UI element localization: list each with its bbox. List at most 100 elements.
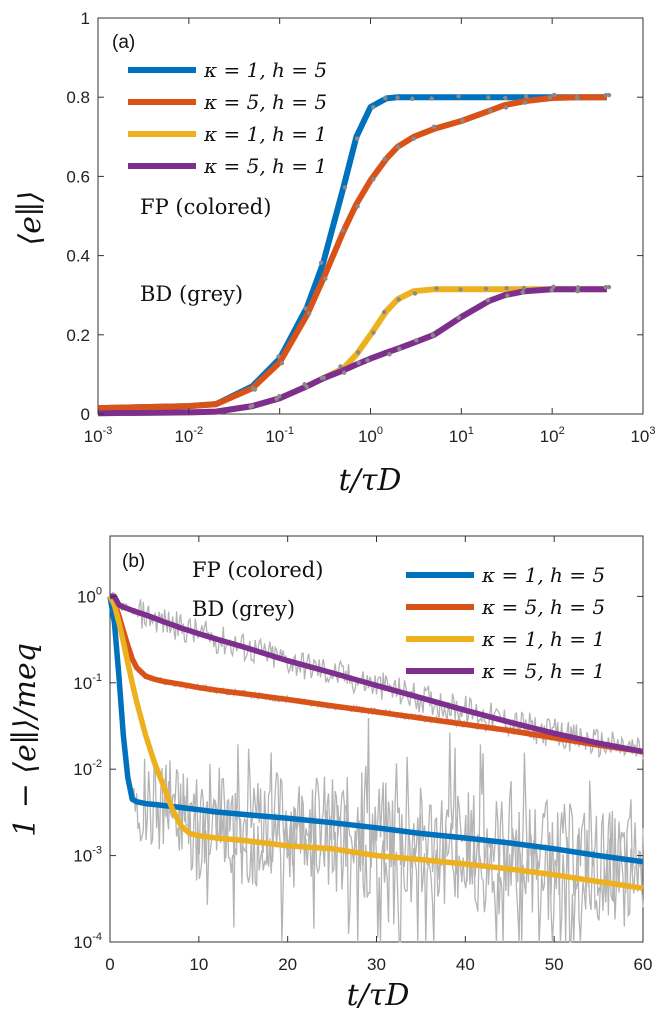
annotation-fp-b: FP (colored) <box>192 558 323 582</box>
legend-label-b: κ = 1, h = 5 <box>481 563 605 587</box>
ytick-label-b: 10-1 <box>73 672 102 693</box>
bd-marker-a <box>551 92 557 98</box>
fp-lines-a <box>97 92 612 417</box>
bd-marker-a <box>547 95 553 100</box>
legend-label-a: κ = 5, h = 1 <box>203 154 327 178</box>
ytick-label-b: 10-4 <box>73 931 102 952</box>
bd-marker-a <box>522 100 528 105</box>
bd-marker-a <box>252 387 258 392</box>
bd-marker-a <box>323 276 328 281</box>
bd-marker-a <box>505 293 510 298</box>
ytick-label-a: 0.8 <box>66 88 90 107</box>
bd-marker-a <box>340 228 345 233</box>
bd-markers-a <box>248 92 612 409</box>
ytick-label-a: 0.4 <box>66 247 90 266</box>
bd-marker-a <box>520 289 525 295</box>
bd-marker-a <box>603 92 609 98</box>
xtick-label-a: 10-3 <box>84 425 113 446</box>
annotation-bd-b: BD (grey) <box>192 597 295 621</box>
bd-marker-a <box>354 136 360 141</box>
annotation-bd-a: BD (grey) <box>140 282 243 306</box>
ytick-label-a: 0 <box>81 405 90 424</box>
fp-line-a <box>97 286 607 417</box>
bd-marker-a <box>250 403 255 409</box>
bd-marker-a <box>365 358 370 363</box>
ticks-a: 10-3 10-2 10-1 100 101 102 103 0 0.2 0.4 0.6 0.8 1 <box>66 9 655 446</box>
xtick-label-a: 101 <box>449 425 474 446</box>
ytick-label-b: 100 <box>77 585 102 606</box>
bd-marker-a <box>382 156 387 162</box>
bd-marker-a <box>434 286 439 291</box>
bd-marker-a <box>606 284 612 290</box>
ylabel-a: ⟨e∥⟩ <box>13 190 48 245</box>
xtick-label-a: 10-2 <box>174 425 203 446</box>
ytick-label-b: 10-3 <box>73 845 102 866</box>
bd-marker-a <box>356 360 361 366</box>
bd-marker-a <box>456 315 461 320</box>
bd-marker-a <box>521 285 527 291</box>
panel-label-a: (a) <box>112 32 135 53</box>
legend-label-b: κ = 5, h = 1 <box>481 659 605 683</box>
xtick-label-b: 20 <box>278 955 297 974</box>
xtick-label-b: 40 <box>456 955 475 974</box>
xtick-label-a: 10-1 <box>265 425 294 446</box>
bd-marker-a <box>303 306 308 311</box>
bd-marker-a <box>397 346 402 352</box>
bd-marker-a <box>302 382 307 387</box>
bd-marker-a <box>483 286 489 291</box>
bd-marker-a <box>355 350 361 355</box>
xlabel-b: t/τD <box>347 978 410 1013</box>
xtick-label-a: 103 <box>630 425 655 446</box>
fp-lines-b <box>107 593 644 891</box>
ytick-label-a: 1 <box>81 9 90 28</box>
xlabel-a: t/τD <box>339 463 402 498</box>
bd-marker-a <box>503 105 509 110</box>
legend-label-a: κ = 1, h = 1 <box>203 122 327 146</box>
bd-marker-a <box>458 287 463 292</box>
bd-marker-a <box>575 95 580 101</box>
bd-marker-a <box>410 96 415 101</box>
bd-marker-a <box>342 185 348 190</box>
fp-line-b <box>107 595 644 865</box>
xtick-label-b: 0 <box>105 955 114 974</box>
bd-marker-a <box>487 108 493 114</box>
bd-marker-a <box>549 288 554 293</box>
legend-b: κ = 1, h = 5 κ = 5, h = 5 κ = 1, h = 1 κ = … <box>406 563 605 683</box>
bd-marker-a <box>414 338 419 343</box>
ytick-label-b: 10-2 <box>73 758 102 779</box>
bd-marker-a <box>371 104 376 110</box>
bd-marker-a <box>575 285 581 290</box>
panel-label-b: (b) <box>122 551 145 572</box>
xtick-label-a: 102 <box>540 425 565 446</box>
bd-marker-a <box>355 204 360 209</box>
bd-marker-a <box>503 95 508 101</box>
bd-marker-a <box>412 291 418 296</box>
bd-marker-a <box>431 124 437 129</box>
bd-marker-a <box>319 375 325 381</box>
xtick-label-b: 30 <box>367 955 386 974</box>
xtick-label-b: 50 <box>545 955 564 974</box>
bd-marker-a <box>486 95 491 100</box>
bd-marker-a <box>396 297 401 302</box>
bd-marker-a <box>429 96 434 101</box>
bd-marker-a <box>485 297 491 303</box>
xtick-label-b: 60 <box>634 955 653 974</box>
bd-marker-a <box>318 260 324 265</box>
legend-label-a: κ = 1, h = 5 <box>203 58 327 82</box>
bd-marker-a <box>306 311 312 316</box>
bd-marker-a <box>371 330 376 335</box>
bd-marker-a <box>411 136 416 141</box>
legend-label-a: κ = 5, h = 5 <box>203 90 327 114</box>
legend-a: κ = 1, h = 5 κ = 5, h = 5 κ = 1, h = 1 κ = … <box>128 58 327 178</box>
bd-marker-a <box>456 94 461 99</box>
bd-marker-a <box>395 95 400 100</box>
plot-area-a <box>97 17 644 415</box>
bd-marker-a <box>603 284 609 290</box>
legend-label-b: κ = 5, h = 5 <box>481 595 605 619</box>
xtick-label-b: 10 <box>189 955 208 974</box>
bd-marker-a <box>395 144 401 150</box>
bd-marker-a <box>338 364 343 369</box>
ytick-label-a: 0.6 <box>66 167 90 186</box>
ytick-label-a: 0.2 <box>66 326 90 345</box>
